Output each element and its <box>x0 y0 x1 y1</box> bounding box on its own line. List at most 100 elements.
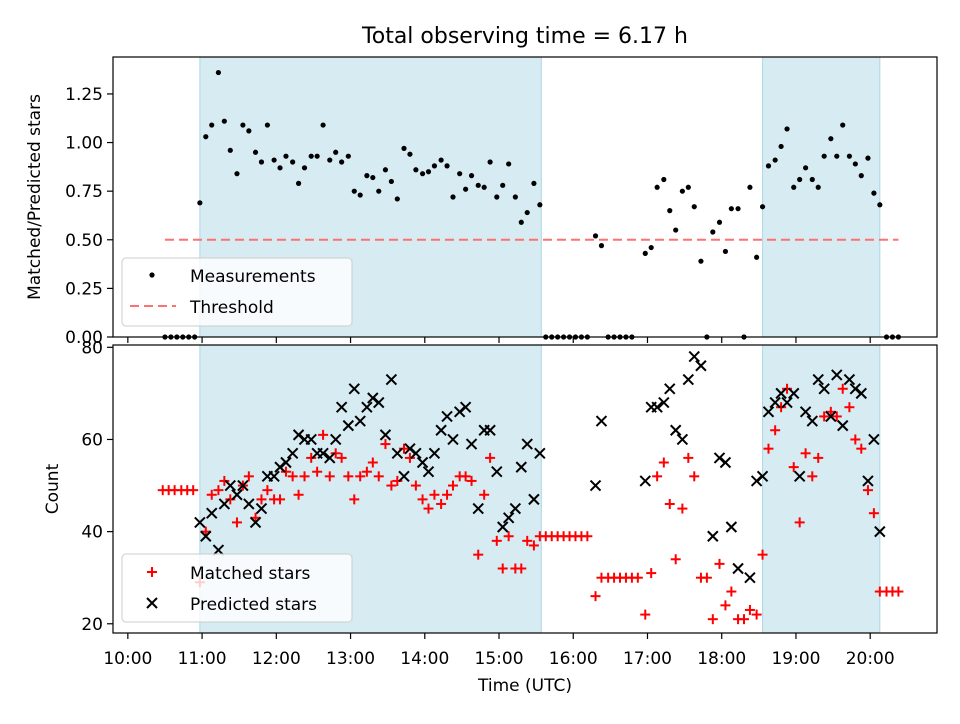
predicted-star-point <box>806 415 818 427</box>
measurement-point <box>815 184 821 190</box>
measurement-point <box>370 174 376 181</box>
matched-star-point <box>275 494 286 505</box>
predicted-star-point <box>528 493 540 506</box>
matched-star-point <box>503 531 514 542</box>
matched-star-point <box>497 563 508 574</box>
matched-star-point <box>367 457 378 468</box>
measurement-point <box>765 163 772 169</box>
matched-star-point <box>670 554 681 565</box>
y-tick-label: 60 <box>81 430 103 450</box>
matched-star-point <box>361 466 372 477</box>
predicted-star-point <box>249 516 262 529</box>
measurement-point <box>809 176 815 183</box>
predicted-star-point <box>280 456 292 469</box>
measurement-point <box>438 157 444 163</box>
measurement-point <box>320 122 326 128</box>
predicted-star-point <box>391 447 404 459</box>
y-tick-label: 20 <box>81 615 103 635</box>
measurement-point <box>784 126 790 132</box>
measurement-point <box>797 176 803 183</box>
predicted-stars-points <box>194 350 886 584</box>
measurement-point <box>877 202 883 208</box>
predicted-star-point <box>398 470 410 483</box>
measurement-point <box>327 157 333 163</box>
measurement-point <box>240 122 246 128</box>
measurement-point <box>376 188 382 194</box>
predicted-star-point <box>497 521 509 533</box>
predicted-star-point <box>305 433 317 446</box>
predicted-star-point <box>491 466 503 478</box>
predicted-star-point <box>521 438 533 450</box>
measurement-point <box>537 202 543 208</box>
predicted-star-point <box>243 498 255 510</box>
matched-star-point <box>312 466 323 477</box>
measurement-point <box>450 194 456 200</box>
matched-star-point <box>306 452 317 463</box>
predicted-star-point <box>206 507 218 519</box>
matched-star-point <box>862 485 873 496</box>
shaded-interval <box>762 57 881 337</box>
measurement-point <box>290 159 296 165</box>
predicted-star-point <box>788 387 800 400</box>
matched-star-point <box>701 572 712 583</box>
predicted-star-point <box>843 373 856 386</box>
legend-threshold-label: Threshold <box>189 298 274 318</box>
matched-star-point <box>763 443 774 454</box>
measurement-point <box>759 204 766 210</box>
matched-star-point <box>231 517 242 528</box>
measurement-point <box>468 173 475 179</box>
matched-star-point <box>429 489 440 500</box>
measurement-point <box>747 184 753 190</box>
matched-star-point <box>590 591 601 602</box>
predicted-star-point <box>373 396 385 409</box>
predicted-star-point <box>658 396 670 409</box>
legend-predicted-label: Predicted stars <box>190 595 317 615</box>
predicted-star-point <box>465 438 478 450</box>
top-legend-box <box>121 257 353 327</box>
measurement-point <box>444 163 450 169</box>
predicted-star-point <box>218 498 231 510</box>
measurement-point <box>221 118 227 124</box>
y-tick-label: 0.00 <box>65 328 103 348</box>
measurement-point <box>283 153 289 159</box>
predicted-star-point <box>682 373 695 386</box>
predicted-star-point <box>324 452 336 464</box>
measurement-point <box>215 69 222 76</box>
measurement-point <box>314 153 320 159</box>
matched-star-point <box>491 535 502 546</box>
x-tick-label: 16:00 <box>549 649 598 669</box>
predicted-star-point <box>799 406 812 418</box>
predicted-star-point <box>459 401 472 413</box>
measurement-point <box>481 184 487 190</box>
matched-star-point <box>436 498 447 509</box>
measurement-point <box>494 194 500 200</box>
matched-star-point <box>349 494 360 505</box>
predicted-star-point <box>502 512 515 524</box>
measurement-point <box>413 167 419 173</box>
predicted-star-point <box>361 401 373 413</box>
matched-star-point <box>380 439 391 450</box>
matched-star-point <box>726 586 737 597</box>
predicted-star-point <box>812 373 824 386</box>
predicted-star-point <box>435 424 447 436</box>
measurement-point <box>648 244 654 251</box>
measurement-point <box>667 208 673 214</box>
predicted-star-point <box>342 419 355 432</box>
measurement-point <box>821 153 827 159</box>
matched-star-point <box>485 452 496 463</box>
predicted-star-point <box>695 360 707 372</box>
measurement-point <box>828 136 834 142</box>
predicted-star-point <box>744 571 756 584</box>
predicted-star-point <box>385 373 398 386</box>
measurement-point <box>431 163 438 169</box>
bottom-y-ticks: 20 40 60 80 <box>81 338 113 635</box>
matched-star-point <box>751 609 762 620</box>
matched-star-point <box>213 485 224 496</box>
matched-star-point <box>776 402 787 413</box>
matched-star-point <box>299 471 310 482</box>
matched-star-point <box>757 549 768 560</box>
measurement-point <box>506 161 512 167</box>
predicted-star-point <box>441 410 453 423</box>
predicted-star-point <box>769 396 781 409</box>
x-axis-label: Time (UTC) <box>477 676 572 696</box>
